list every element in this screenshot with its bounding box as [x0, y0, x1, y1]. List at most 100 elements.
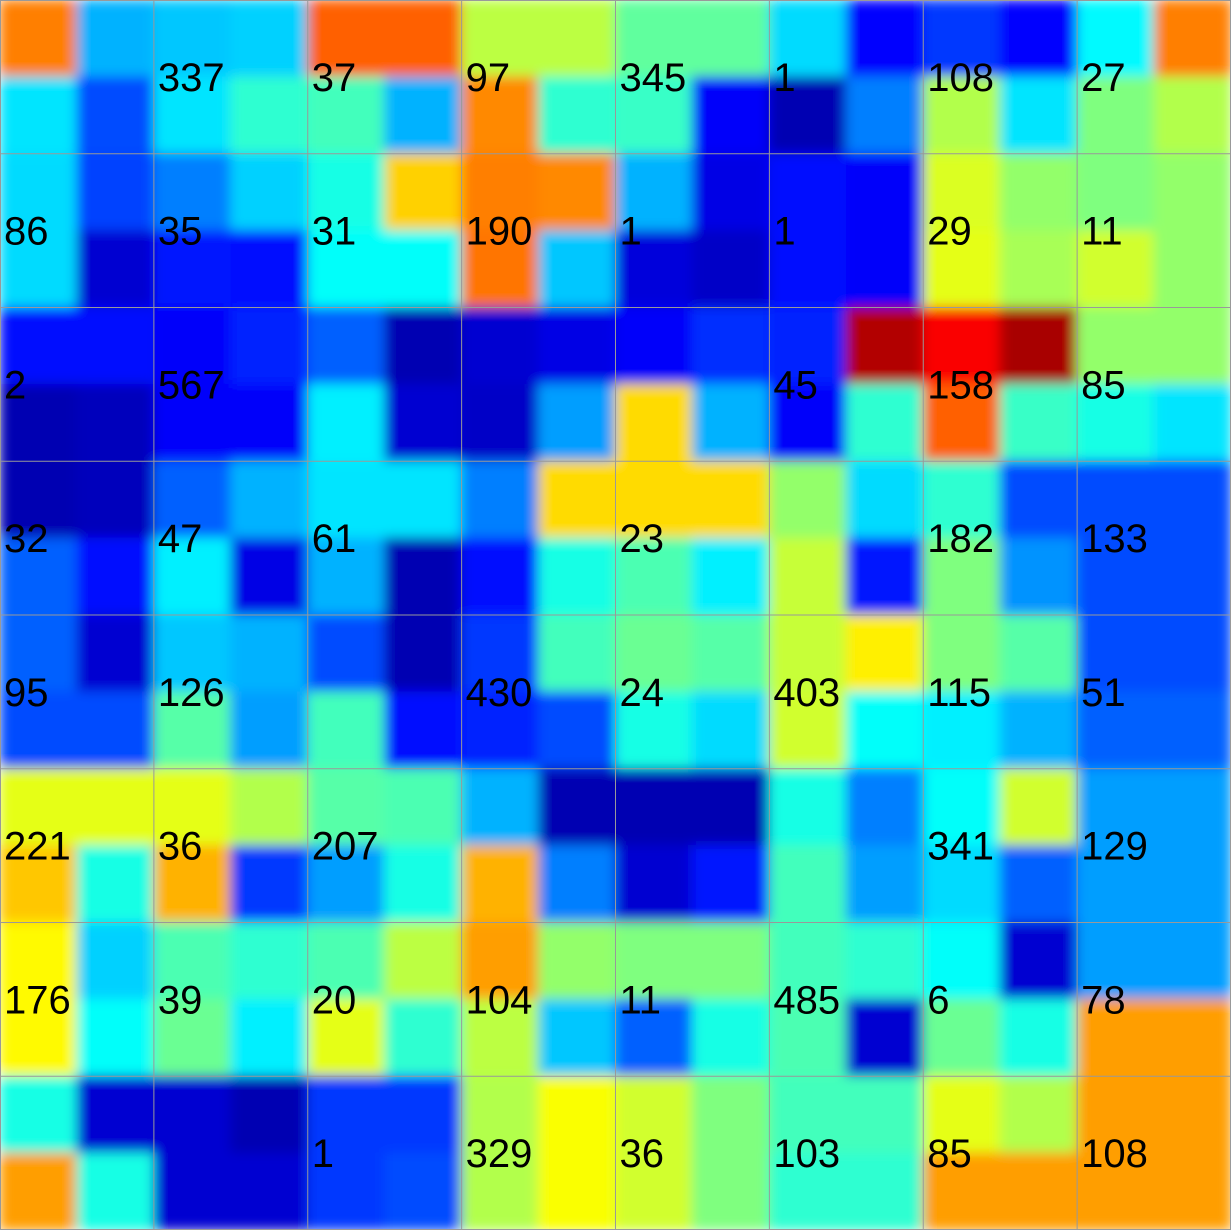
heatmap-subcell	[230, 922, 309, 1000]
heatmap-subcell	[999, 230, 1078, 309]
heatmap-subcell	[615, 76, 693, 155]
heatmap-subcell	[461, 307, 540, 385]
heatmap-subcell	[76, 845, 155, 924]
heatmap-subcell	[461, 1152, 540, 1230]
heatmap-subcell	[691, 76, 770, 155]
heatmap-subcell	[76, 230, 155, 309]
heatmap-subcell	[153, 460, 232, 539]
heatmap-subcell	[538, 1152, 616, 1230]
cell-value-label: 1	[312, 1132, 334, 1176]
heatmap-subcell	[922, 922, 1001, 1000]
heatmap-subcell	[1153, 307, 1231, 385]
heatmap-subcell	[768, 307, 847, 385]
cell-value-label: 108	[927, 56, 994, 100]
heatmap-subcell	[384, 0, 463, 78]
heatmap-subcell	[307, 614, 386, 693]
cell-value-label: 176	[4, 978, 71, 1022]
heatmap-subcell	[0, 998, 78, 1077]
heatmap-subcell	[0, 614, 78, 693]
heatmap-subcell	[922, 998, 1001, 1077]
heatmap-subcell	[1153, 230, 1231, 309]
heatmap-subcell	[538, 0, 616, 78]
heatmap-subcell	[845, 76, 924, 155]
cell-value-label: 36	[158, 825, 203, 869]
heatmap-subcell	[0, 691, 78, 770]
heatmap-subcell	[1153, 691, 1231, 770]
cell-value-label: 345	[620, 56, 687, 100]
heatmap-subcell	[615, 0, 693, 78]
cell-value-label: 78	[1081, 978, 1126, 1022]
heatmap-subcell	[0, 230, 78, 309]
heatmap-subcell	[1076, 76, 1155, 155]
heatmap-subcell	[384, 537, 463, 616]
heatmap-subcell	[999, 153, 1078, 232]
heatmap-subcell	[461, 768, 540, 847]
heatmap-subcell	[230, 153, 309, 232]
heatmap-subcell	[230, 230, 309, 309]
heatmap-subcell	[384, 768, 463, 847]
heatmap-subcell	[230, 845, 309, 924]
heatmap-subcell	[307, 537, 386, 616]
heatmap-subcell	[76, 0, 155, 78]
heatmap-subcell	[384, 460, 463, 539]
heatmap-subcell	[691, 1152, 770, 1230]
cell-value-label: 95	[4, 671, 49, 715]
heatmap-subcell	[691, 998, 770, 1077]
heatmap-subcell	[538, 1075, 616, 1154]
heatmap-subcell	[153, 998, 232, 1077]
heatmap-subcell	[768, 1152, 847, 1230]
heatmap-subcell	[845, 768, 924, 847]
heatmap-subcell	[1076, 614, 1155, 693]
heatmap-subcell	[615, 998, 693, 1077]
cell-value-label: 37	[312, 56, 357, 100]
heatmap-subcell	[922, 845, 1001, 924]
heatmap-subcell	[153, 537, 232, 616]
heatmap-subcell	[307, 845, 386, 924]
heatmap-subcell	[1076, 460, 1155, 539]
heatmap-subcell	[230, 383, 309, 462]
heatmap-subcell	[76, 460, 155, 539]
cell-value-label: 337	[158, 56, 225, 100]
heatmap-subcell	[153, 1075, 232, 1154]
heatmap-subcell	[615, 845, 693, 924]
cell-value-label: 86	[4, 210, 49, 254]
heatmap-subcell	[1153, 614, 1231, 693]
heatmap-subcell	[922, 307, 1001, 385]
cell-value-label: 129	[1081, 825, 1148, 869]
cell-value-label: 108	[1081, 1132, 1148, 1176]
cell-value-label: 85	[927, 1132, 972, 1176]
cell-value-label: 35	[158, 210, 203, 254]
cell-value-label: 329	[466, 1132, 533, 1176]
heatmap-subcell	[230, 768, 309, 847]
heatmap-subcell	[76, 537, 155, 616]
heatmap-subcell	[768, 691, 847, 770]
heatmap-subcell	[461, 230, 540, 309]
heatmap-subcell	[691, 845, 770, 924]
heatmap-subcell	[0, 922, 78, 1000]
heatmap-subcell	[384, 153, 463, 232]
heatmap-subcell	[1153, 1152, 1231, 1230]
heatmap-subcell	[922, 691, 1001, 770]
cell-value-label: 45	[773, 363, 818, 407]
heatmap-subcell	[691, 1075, 770, 1154]
heatmap-subcell	[307, 383, 386, 462]
heatmap-subcell	[845, 230, 924, 309]
heatmap-subcell	[76, 153, 155, 232]
heatmap-subcell	[76, 614, 155, 693]
heatmap-subcell	[461, 1075, 540, 1154]
cell-value-label: 126	[158, 671, 225, 715]
heatmap-subcell	[691, 307, 770, 385]
heatmap-subcell	[691, 691, 770, 770]
heatmap-subcell	[230, 614, 309, 693]
heatmap-subcell	[1076, 383, 1155, 462]
heatmap-subcell	[461, 998, 540, 1077]
cell-value-label: 133	[1081, 517, 1148, 561]
heatmap-subcell	[691, 230, 770, 309]
heatmap-subcell	[307, 691, 386, 770]
heatmap-subcell	[384, 307, 463, 385]
heatmap-subcell	[384, 998, 463, 1077]
heatmap-subcell	[691, 537, 770, 616]
cell-value-label: 47	[158, 517, 203, 561]
heatmap-subcell	[615, 230, 693, 309]
